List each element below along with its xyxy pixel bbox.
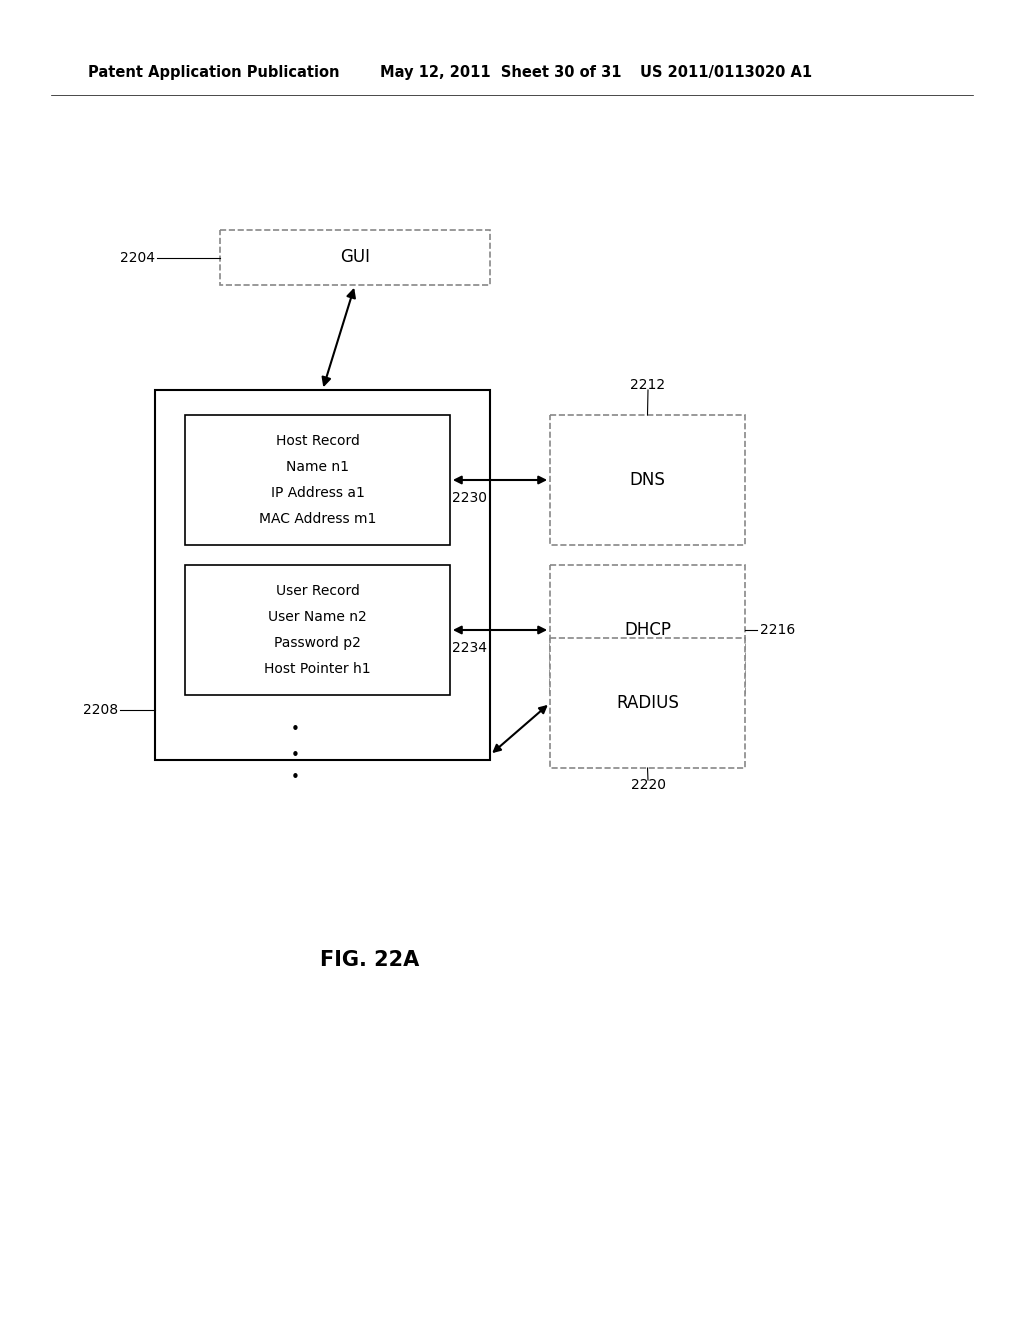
Bar xyxy=(155,389,490,760)
Bar xyxy=(550,414,745,545)
Bar xyxy=(220,230,490,285)
Text: User Name n2: User Name n2 xyxy=(268,610,367,624)
Text: Host Pointer h1: Host Pointer h1 xyxy=(264,663,371,676)
Text: FIG. 22A: FIG. 22A xyxy=(321,950,420,970)
Text: Host Record: Host Record xyxy=(275,434,359,447)
Bar xyxy=(185,414,450,545)
Text: •: • xyxy=(291,771,299,785)
Text: May 12, 2011  Sheet 30 of 31: May 12, 2011 Sheet 30 of 31 xyxy=(380,65,622,79)
Text: User Record: User Record xyxy=(275,583,359,598)
Text: 2216: 2216 xyxy=(760,623,796,638)
Text: 2234: 2234 xyxy=(452,642,487,655)
Bar xyxy=(550,565,745,696)
Text: DNS: DNS xyxy=(630,471,666,488)
Text: Patent Application Publication: Patent Application Publication xyxy=(88,65,340,79)
Text: 2230: 2230 xyxy=(452,491,487,506)
Text: Name n1: Name n1 xyxy=(286,459,349,474)
Text: •: • xyxy=(291,747,299,763)
Text: RADIUS: RADIUS xyxy=(616,694,679,711)
Text: •: • xyxy=(291,722,299,738)
Text: 2204: 2204 xyxy=(120,251,155,265)
Text: 2220: 2220 xyxy=(631,777,666,792)
Text: IP Address a1: IP Address a1 xyxy=(270,486,365,500)
Text: Password p2: Password p2 xyxy=(274,636,360,649)
Bar xyxy=(550,638,745,768)
Text: GUI: GUI xyxy=(340,248,370,267)
Text: US 2011/0113020 A1: US 2011/0113020 A1 xyxy=(640,65,812,79)
Text: DHCP: DHCP xyxy=(624,620,671,639)
Text: MAC Address m1: MAC Address m1 xyxy=(259,512,376,525)
Bar xyxy=(185,565,450,696)
Text: 2208: 2208 xyxy=(83,704,118,717)
Text: 2212: 2212 xyxy=(631,378,666,392)
